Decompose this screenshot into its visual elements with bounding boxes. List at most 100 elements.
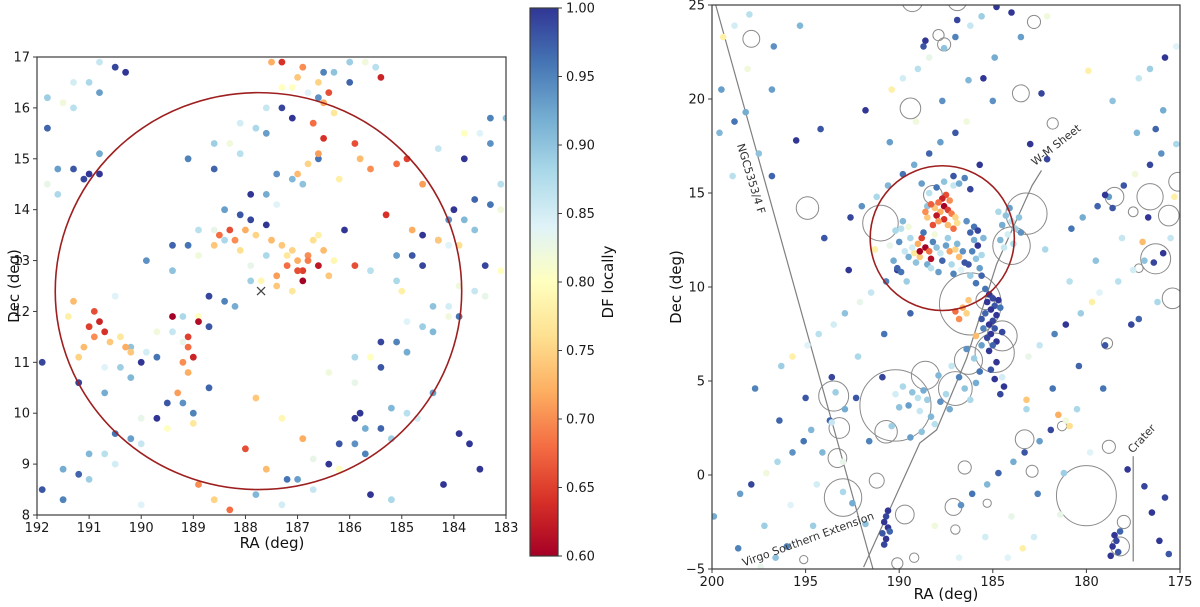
data-point — [351, 353, 359, 361]
colorbar-tick-label: 1.00 — [566, 2, 595, 17]
data-point — [948, 261, 955, 268]
data-point — [377, 364, 385, 371]
group-circle — [932, 28, 945, 42]
data-point — [75, 470, 83, 478]
data-point — [341, 226, 348, 234]
data-point — [1066, 422, 1073, 430]
x-tick-label: 183 — [494, 521, 519, 536]
left-panel-y-axis-label: Dec (deg) — [5, 249, 23, 323]
data-point — [1133, 129, 1141, 137]
data-point — [892, 390, 899, 398]
data-point — [117, 364, 124, 371]
data-point — [429, 303, 437, 310]
data-point — [117, 333, 124, 341]
data-point — [262, 129, 270, 137]
data-point — [712, 513, 718, 520]
data-point — [950, 270, 957, 278]
data-point — [1139, 238, 1146, 246]
data-point — [940, 178, 948, 185]
data-point — [434, 145, 442, 153]
data-point — [184, 333, 192, 341]
data-point — [978, 342, 985, 349]
data-point — [278, 58, 286, 66]
data-point — [965, 76, 972, 84]
data-point — [776, 417, 783, 424]
data-point — [96, 318, 103, 325]
data-point — [497, 267, 505, 275]
group-circle — [902, 5, 923, 13]
data-point — [751, 385, 759, 392]
data-point — [905, 402, 912, 409]
data-point — [978, 251, 985, 259]
data-point — [955, 253, 963, 261]
data-point — [997, 236, 1004, 244]
data-point — [252, 231, 260, 239]
group-circle — [827, 448, 848, 468]
data-point — [294, 476, 301, 483]
data-point — [763, 469, 770, 477]
data-point — [1075, 362, 1083, 370]
cluster-center-marker — [256, 286, 266, 296]
data-point — [283, 262, 291, 269]
data-point — [931, 231, 939, 238]
data-point — [978, 12, 985, 20]
data-point — [1092, 257, 1100, 265]
data-point — [862, 107, 869, 114]
data-point — [854, 353, 862, 360]
group-circle — [1101, 439, 1116, 454]
data-point — [916, 253, 924, 261]
data-point — [1173, 140, 1180, 148]
data-point — [75, 353, 83, 361]
data-point — [924, 214, 931, 221]
x-tick-label: 186 — [337, 521, 362, 536]
data-point — [974, 227, 982, 234]
data-point — [325, 272, 333, 280]
data-point — [299, 267, 307, 275]
data-point — [44, 124, 51, 132]
data-point — [294, 267, 301, 275]
data-point — [1161, 54, 1169, 61]
data-point — [963, 345, 970, 353]
data-point — [273, 201, 281, 209]
y-tick-label: 20 — [688, 93, 705, 108]
data-point — [137, 414, 145, 422]
data-point — [895, 238, 903, 246]
data-point — [963, 310, 970, 317]
data-point — [487, 201, 494, 209]
data-point — [967, 229, 974, 236]
data-point — [935, 268, 942, 276]
colorbar: 0.60 0.65 0.70 0.75 0.80 0.85 0.90 0.95 1.00 — [529, 2, 595, 565]
colorbar-tick-label: 0.80 — [566, 276, 595, 291]
data-point — [59, 465, 67, 473]
data-point — [978, 315, 985, 323]
data-point — [985, 347, 993, 355]
group-circle — [1025, 464, 1039, 478]
data-point — [1096, 289, 1103, 296]
data-point — [377, 74, 385, 81]
data-point — [1079, 214, 1086, 221]
data-point — [304, 160, 312, 168]
data-point — [315, 79, 322, 86]
data-point — [910, 249, 918, 257]
group-circle — [1140, 243, 1172, 275]
data-point — [1073, 405, 1081, 413]
data-point — [1109, 204, 1116, 212]
data-point — [288, 247, 296, 254]
data-point — [247, 262, 255, 269]
data-point — [787, 501, 794, 509]
data-point — [944, 234, 952, 242]
data-point — [419, 262, 426, 269]
data-point — [304, 252, 312, 259]
data-point — [393, 338, 400, 346]
data-point — [744, 65, 751, 73]
data-point — [236, 150, 244, 158]
data-point — [262, 252, 270, 259]
data-point — [1152, 125, 1159, 133]
x-tick-label: 195 — [793, 575, 818, 590]
data-point — [939, 257, 946, 265]
data-point — [972, 379, 980, 387]
data-point — [335, 465, 343, 473]
x-tick-label: 180 — [1074, 575, 1099, 590]
data-point — [1023, 405, 1030, 413]
